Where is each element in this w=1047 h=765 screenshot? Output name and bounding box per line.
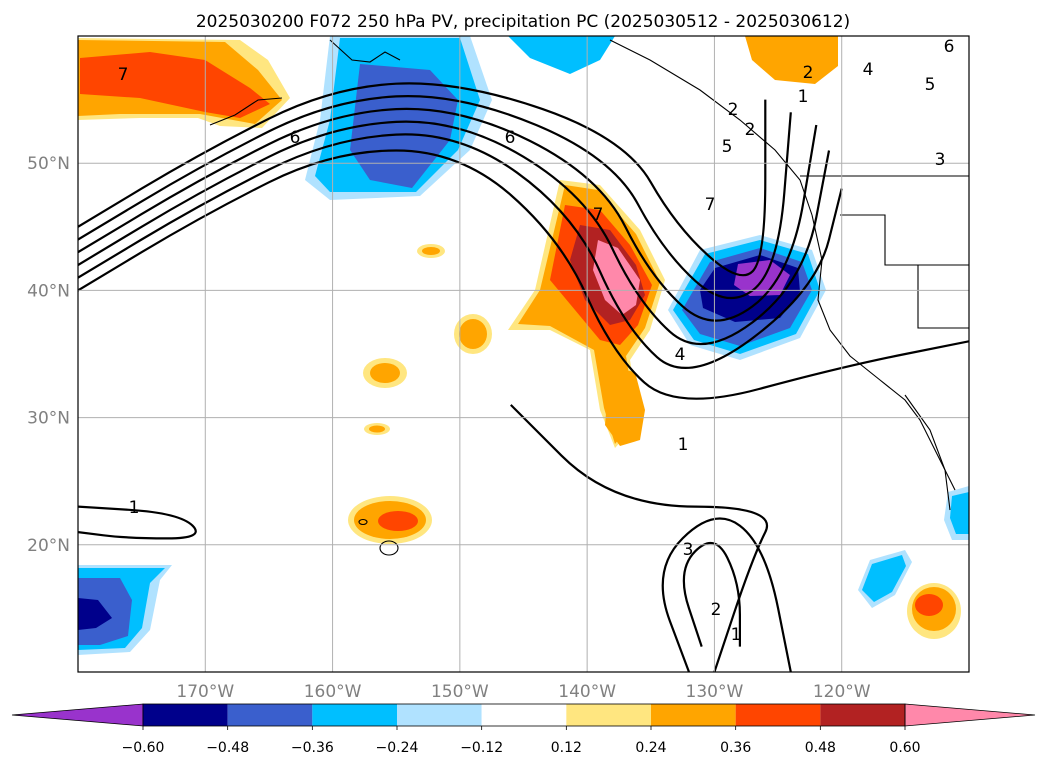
lat-tick-label: 30°N: [27, 409, 70, 429]
precip-blob-small-3-core: [370, 363, 400, 383]
pv-contour-1: [78, 505, 197, 540]
coast-hawaii-island: [358, 518, 368, 526]
colorbar-tick-label: 0.60: [889, 740, 920, 756]
colorbar-extend-max: [904, 703, 1036, 727]
contour-label: 2: [728, 100, 739, 120]
contour-label: 4: [675, 345, 686, 365]
pv-contour-6: [78, 82, 767, 277]
colorbar-box: [397, 704, 482, 726]
precip-blob-se-2-core: [862, 555, 906, 602]
colorbar-tick-labels: −0.60 −0.48 −0.36 −0.24 −0.12 0.12 0.24 0.36 0.4…: [122, 726, 921, 756]
coast-aleutians: [209, 97, 283, 126]
colorbar-box: [651, 704, 736, 726]
colorbar-box: [227, 704, 313, 726]
colorbar-box: [143, 704, 228, 726]
lon-tick-label: 150°W: [431, 682, 489, 702]
contour-label: 6: [290, 128, 301, 148]
contour-label: 7: [593, 205, 604, 225]
lat-tick-labels: 20°N 30°N 40°N 50°N: [27, 154, 70, 556]
pv-contour-4: [78, 107, 818, 322]
colorbar-tick-label: −0.60: [122, 740, 165, 756]
coastlines: [209, 39, 969, 556]
contour-label: 5: [722, 137, 733, 157]
map-content: [78, 36, 969, 672]
chart-title: 2025030200 F072 250 hPa PV, precipitatio…: [196, 12, 850, 32]
lon-tick-label: 120°W: [813, 682, 871, 702]
colorbar-extend-min: [11, 703, 144, 727]
gridlines: [78, 36, 969, 672]
precip-blob-lower-central: [605, 368, 645, 446]
colorbar-tick-label: −0.36: [291, 740, 334, 756]
contour-label: 7: [705, 195, 716, 215]
colorbar-tick-label: 0.12: [551, 740, 582, 756]
pv-contour-3: [78, 120, 831, 346]
precip-blob-small-2-core: [459, 319, 487, 349]
contour-label: 6: [944, 37, 955, 57]
lat-tick-label: 50°N: [27, 154, 70, 174]
lon-tick-label: 140°W: [558, 682, 616, 702]
precip-blob-sw-core: [78, 598, 112, 630]
precip-blob-topright: [745, 36, 838, 84]
precip-blob-hawaii-core: [378, 511, 418, 531]
pv-contour-1: [510, 404, 769, 672]
contour-label: 1: [798, 87, 809, 107]
coast-baja: [904, 394, 951, 511]
map-frame: [77, 35, 970, 673]
contour-label: 7: [118, 65, 129, 85]
precip-blob-small-4-core: [369, 425, 385, 433]
colorbar-tick-label: 0.36: [720, 740, 751, 756]
precip-blob-se-1-core: [915, 594, 943, 616]
pv-contour-2: [661, 517, 792, 672]
lon-tick-label: 170°W: [176, 682, 234, 702]
coast-hawaii-big-island: [379, 540, 399, 556]
contour-label: 6: [505, 128, 516, 148]
coast-west-us: [811, 214, 956, 491]
contour-label: 1: [129, 498, 140, 518]
lon-tick-label: 130°W: [686, 682, 744, 702]
colorbar-tick-label: 0.24: [635, 740, 666, 756]
colorbar-tick-label: −0.24: [376, 740, 419, 756]
colorbar-outline: [142, 703, 906, 727]
contour-label: 2: [745, 120, 756, 140]
pv-contour-5: [78, 95, 792, 300]
contour-label: 1: [731, 625, 742, 645]
lon-tick-label: 160°W: [304, 682, 362, 702]
precip-blob-goa-core: [350, 64, 458, 188]
contour-label: 2: [711, 600, 722, 620]
colorbar-tick-label: −0.48: [206, 740, 249, 756]
colorbar-tick-label: −0.12: [460, 740, 503, 756]
precip-blob-small-1-core: [422, 247, 440, 255]
colorbar: [11, 703, 1036, 727]
coast-alaska: [329, 39, 401, 63]
colorbar-box: [820, 704, 905, 726]
colorbar-box: [481, 704, 567, 726]
contour-label: 2: [803, 63, 814, 83]
colorbar-box: [566, 704, 651, 726]
precip-blob-baja-core: [950, 492, 969, 534]
lat-tick-label: 40°N: [27, 281, 70, 301]
precip-blob-central-core: [593, 240, 640, 315]
pv-contour-labels: 7 6 6 7 7 4 1 1 3 2 1 2 1 5 5 4 3 2 2 6: [118, 37, 955, 645]
contour-label: 4: [863, 60, 874, 80]
colorbar-box: [312, 704, 397, 726]
contour-label: 3: [935, 150, 946, 170]
precip-blob-nw-core: [80, 52, 270, 118]
contour-label: 3: [683, 540, 694, 560]
contour-label: 5: [925, 75, 936, 95]
map-background: [78, 36, 969, 672]
precip-blob-ca-core: [734, 260, 790, 296]
precip-blob-top: [508, 36, 615, 74]
coast-bc: [609, 39, 813, 216]
colorbar-tick-label: 0.48: [805, 740, 836, 756]
colorbar-box: [735, 704, 821, 726]
coast-state-2: [917, 265, 969, 329]
lon-tick-labels: 170°W 160°W 150°W 140°W 130°W 120°W: [176, 682, 870, 702]
pv-contour-2: [78, 133, 843, 370]
lat-tick-label: 20°N: [27, 536, 70, 556]
coast-state-1: [840, 214, 969, 266]
contour-label: 1: [678, 435, 689, 455]
pv-contour-3: [682, 542, 741, 647]
